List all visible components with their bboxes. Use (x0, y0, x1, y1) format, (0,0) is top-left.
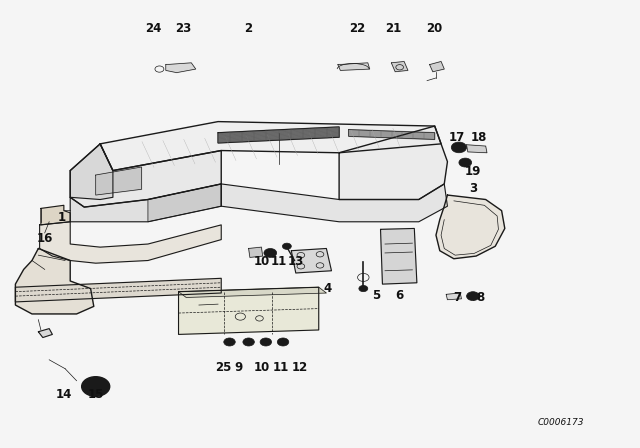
Circle shape (82, 377, 109, 396)
Polygon shape (15, 278, 221, 302)
Polygon shape (179, 287, 319, 334)
Polygon shape (467, 145, 487, 153)
Text: 11: 11 (271, 255, 287, 268)
Circle shape (282, 243, 291, 250)
Text: 6: 6 (396, 289, 404, 302)
Circle shape (451, 142, 467, 153)
Polygon shape (248, 247, 262, 258)
Text: 17: 17 (449, 131, 465, 144)
Circle shape (467, 292, 479, 301)
Text: 1: 1 (58, 211, 66, 224)
Polygon shape (392, 61, 408, 72)
Polygon shape (218, 127, 339, 143)
Text: 20: 20 (427, 22, 443, 34)
Text: 5: 5 (372, 289, 380, 302)
Polygon shape (436, 195, 505, 259)
Polygon shape (179, 287, 326, 297)
Text: C0006173: C0006173 (538, 418, 584, 426)
Circle shape (224, 338, 236, 346)
Text: 7: 7 (453, 291, 461, 304)
Text: 14: 14 (56, 388, 72, 401)
Polygon shape (38, 329, 52, 337)
Polygon shape (96, 167, 141, 195)
Polygon shape (100, 121, 441, 171)
Circle shape (264, 249, 276, 258)
Text: 19: 19 (465, 165, 481, 178)
Polygon shape (446, 293, 461, 300)
Polygon shape (148, 184, 221, 222)
Text: 21: 21 (385, 22, 401, 34)
Polygon shape (339, 126, 447, 199)
Circle shape (277, 338, 289, 346)
Polygon shape (70, 184, 221, 222)
Polygon shape (41, 205, 70, 225)
Polygon shape (429, 61, 444, 72)
Polygon shape (221, 184, 447, 222)
Circle shape (359, 285, 368, 292)
Polygon shape (338, 63, 370, 70)
Text: 13: 13 (287, 255, 304, 268)
Polygon shape (40, 222, 221, 263)
Polygon shape (349, 129, 435, 139)
Text: 25: 25 (215, 361, 231, 374)
Text: 23: 23 (175, 22, 191, 34)
Text: 18: 18 (471, 131, 488, 144)
Text: 10: 10 (253, 255, 269, 268)
Text: 3: 3 (469, 182, 477, 195)
Polygon shape (166, 63, 196, 73)
Polygon shape (70, 144, 221, 207)
Text: 16: 16 (36, 232, 53, 245)
Text: 24: 24 (145, 22, 161, 34)
Polygon shape (291, 249, 332, 273)
Text: 22: 22 (349, 22, 365, 34)
Text: 11: 11 (273, 361, 289, 374)
Polygon shape (15, 249, 94, 314)
Polygon shape (70, 144, 113, 199)
Circle shape (260, 338, 271, 346)
Text: 12: 12 (291, 361, 308, 374)
Text: 9: 9 (234, 361, 243, 374)
Circle shape (459, 158, 472, 167)
Circle shape (243, 338, 254, 346)
Text: 2: 2 (244, 22, 253, 34)
Text: 15: 15 (88, 388, 104, 401)
Polygon shape (381, 228, 417, 284)
Text: 4: 4 (324, 282, 332, 295)
Text: 10: 10 (253, 361, 269, 374)
Text: 8: 8 (476, 291, 484, 304)
